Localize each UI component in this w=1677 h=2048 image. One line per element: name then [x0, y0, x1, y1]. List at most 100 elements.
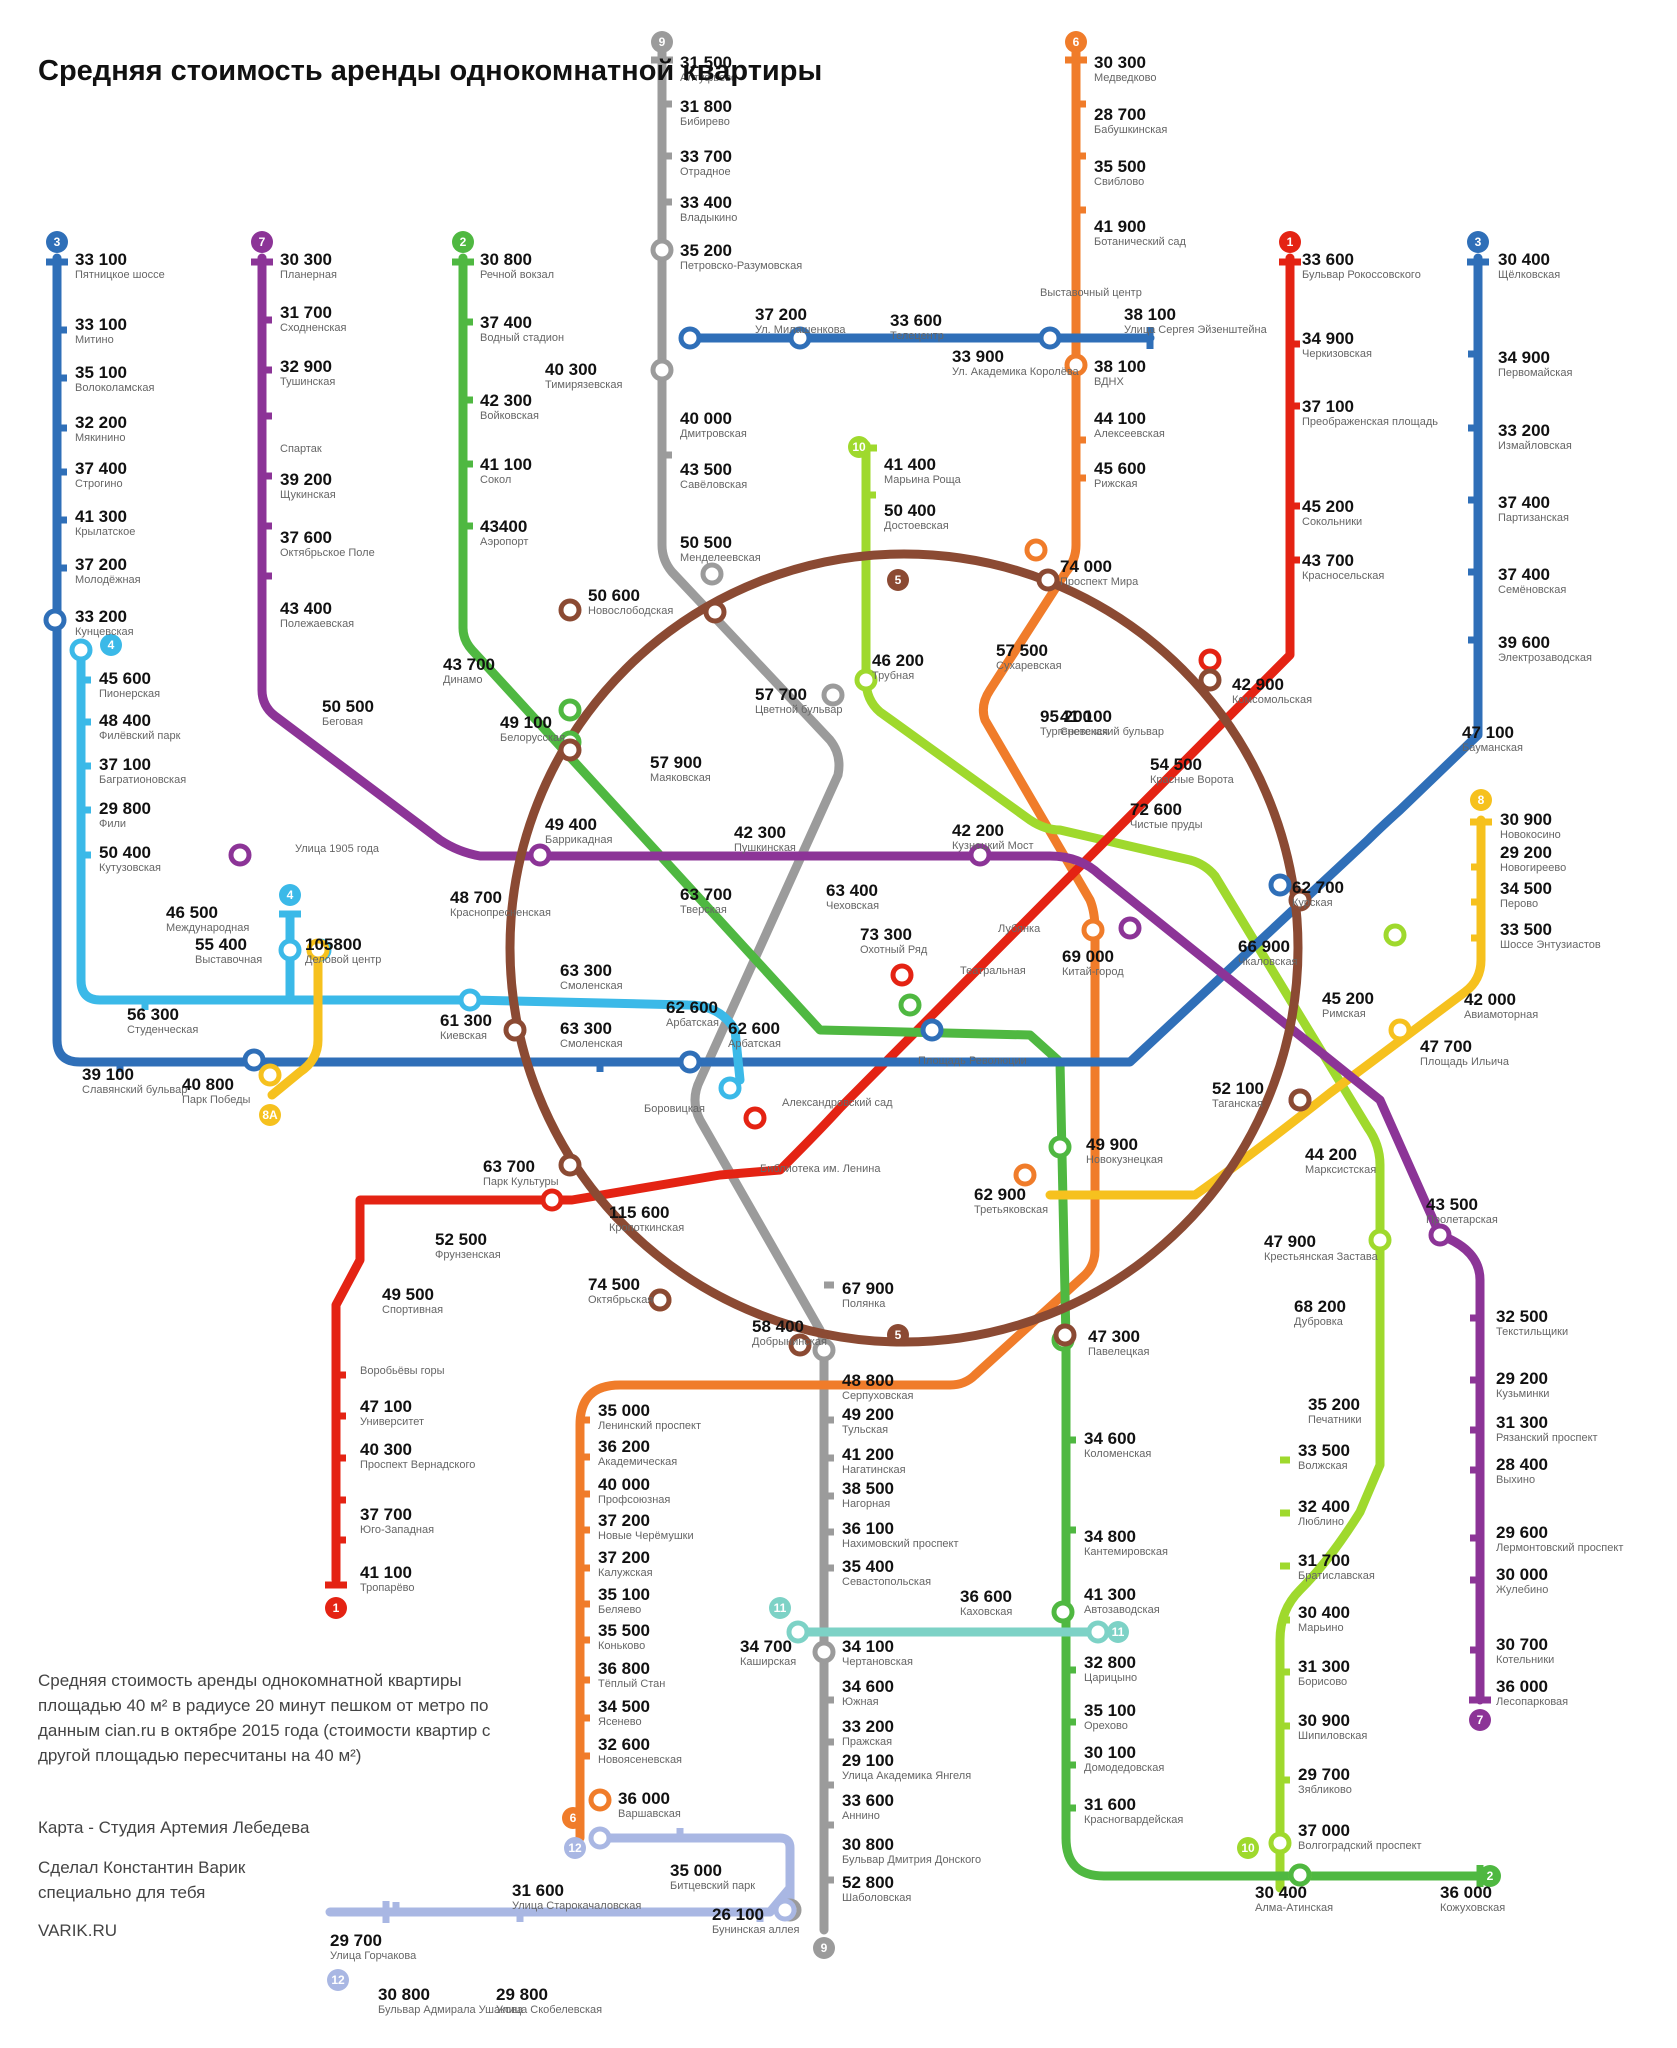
station-price: 38 500 — [842, 1479, 894, 1498]
line-badge-1: 1 — [1279, 231, 1301, 253]
station-name: Ясенево — [598, 1716, 642, 1728]
station-price: 30 400 — [1255, 1883, 1307, 1902]
station-price: 31 800 — [680, 97, 732, 116]
station-name: Царицыно — [1084, 1672, 1137, 1684]
station-name: Ул. Милашенкова — [755, 324, 846, 336]
station-name: Библиотека им. Ленина — [760, 1163, 881, 1175]
station-price: 42 200 — [952, 821, 1004, 840]
metro-lines — [52, 47, 1486, 1935]
station-name: Волоколамская — [75, 382, 154, 394]
station-name: Нагатинская — [842, 1464, 906, 1476]
interchange-node — [700, 562, 724, 586]
station-name: Добрынинская — [752, 1336, 827, 1348]
station-name: Краснопресненская — [450, 907, 551, 919]
station-price: 37 000 — [1298, 1821, 1350, 1840]
station-price: 43 400 — [280, 599, 332, 618]
station-name: Щукинская — [280, 489, 336, 501]
station: Улица 1905 года — [295, 843, 380, 855]
station-name: Серпуховская — [842, 1390, 914, 1402]
station-price: 34 600 — [1084, 1429, 1136, 1448]
interchange-node — [558, 698, 582, 722]
station-price: 35 500 — [1094, 157, 1146, 176]
station-name: Пионерская — [99, 688, 160, 700]
station-name: Смоленская — [560, 1038, 623, 1050]
station-price: 63 300 — [560, 961, 612, 980]
station-price: 30 400 — [1498, 250, 1550, 269]
station-price: 42 300 — [480, 391, 532, 410]
station-price: 35 000 — [598, 1401, 650, 1420]
interchange-node — [1388, 1018, 1412, 1042]
station-name: Белорусская — [500, 732, 565, 744]
metro-line-6 — [575, 47, 1100, 1843]
station-name: Дубровка — [1294, 1316, 1344, 1328]
station-price: 61 300 — [440, 1011, 492, 1030]
station-name: Кузнецкий Мост — [952, 840, 1034, 852]
station-name: Тверская — [680, 904, 727, 916]
interchange-node — [1064, 353, 1088, 377]
station-price: 48 800 — [842, 1371, 894, 1390]
map-title: Средняя стоимость аренды однокомнатной к… — [38, 55, 823, 87]
line-number: 8 — [1478, 793, 1485, 807]
interchange-node — [773, 1898, 797, 1922]
station-price: 35 200 — [680, 241, 732, 260]
station-price: 31 300 — [1298, 1657, 1350, 1676]
station-name: Кантемировская — [1084, 1546, 1168, 1558]
station-price: 52 800 — [842, 1873, 894, 1892]
station-name: Новые Черёмушки — [598, 1530, 694, 1542]
station-price: 30 800 — [842, 1835, 894, 1854]
station-price: 29 700 — [1298, 1765, 1350, 1784]
station-name: Авиамоторная — [1464, 1009, 1538, 1021]
station-price: 36 000 — [1496, 1677, 1548, 1696]
station-price: 47 700 — [1420, 1037, 1472, 1056]
station-price: 32 200 — [75, 413, 127, 432]
station-price: 32 900 — [280, 357, 332, 376]
station-name: Речной вокзал — [480, 269, 554, 281]
station-name: Спортивная — [382, 1304, 443, 1316]
station-price: 34 500 — [598, 1697, 650, 1716]
station-price: 33 100 — [75, 315, 127, 334]
station-name: Полянка — [842, 1298, 886, 1310]
line-badge-7: 7 — [1469, 1709, 1491, 1731]
station-price: 47 100 — [360, 1397, 412, 1416]
interchange-node — [588, 1788, 612, 1812]
station-price: 33 600 — [1302, 250, 1354, 269]
line-badge-4: 4 — [279, 884, 301, 906]
interchange-node — [821, 683, 845, 707]
station-name: Марксистская — [1305, 1164, 1376, 1176]
station-name: Достоевская — [884, 520, 949, 532]
station-price: 57 900 — [650, 753, 702, 772]
station-name: Семёновская — [1498, 584, 1566, 596]
station-price: 30 100 — [1084, 1743, 1136, 1762]
interchange-node — [458, 988, 482, 1012]
